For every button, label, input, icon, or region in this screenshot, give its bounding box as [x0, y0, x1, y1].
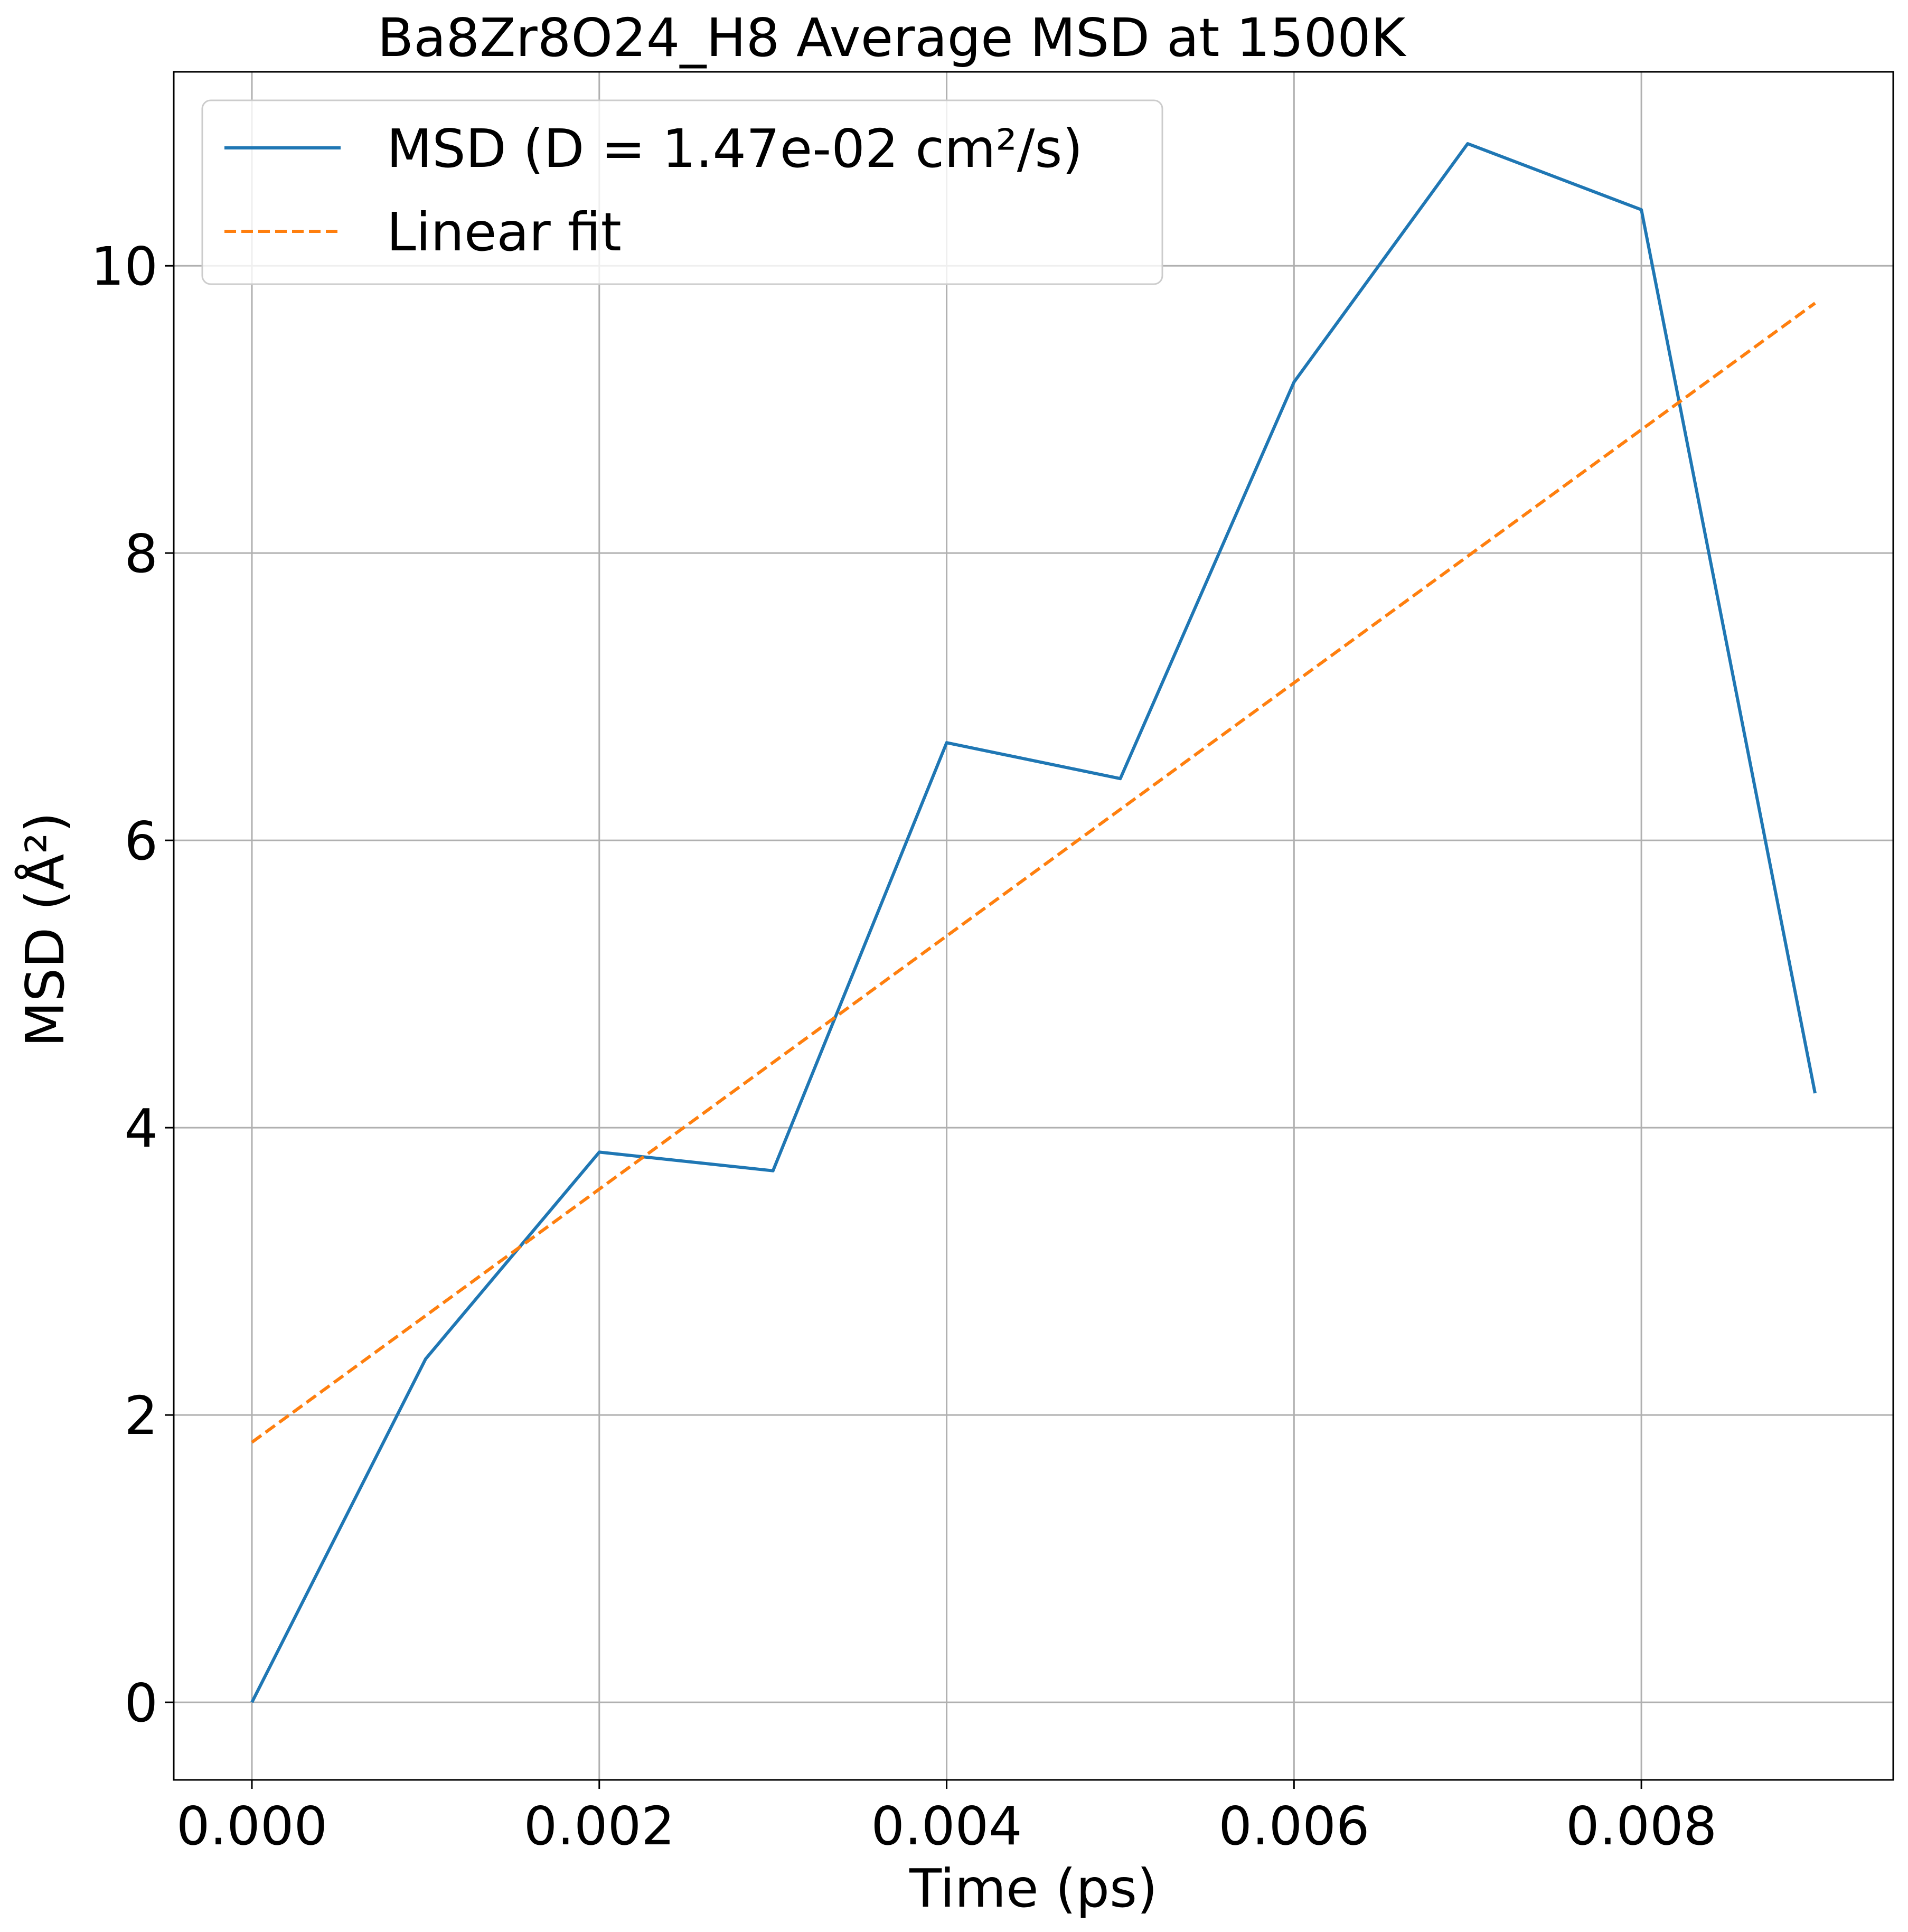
legend-label-msd: MSD (D = 1.47e-02 cm²/s) [387, 118, 1083, 180]
y-axis-label: MSD (Å²) [14, 812, 76, 1047]
y-tick-label: 10 [91, 236, 158, 297]
legend-box [201, 99, 1163, 285]
x-tick-label: 0.004 [871, 1795, 1022, 1857]
chart-title: Ba8Zr8O24_H8 Average MSD at 1500K [378, 7, 1407, 69]
y-tick-label: 6 [124, 810, 158, 872]
legend-label-linear-fit: Linear fit [387, 201, 622, 263]
x-tick-label: 0.008 [1566, 1795, 1717, 1857]
linear-fit-line [251, 302, 1816, 1444]
legend: MSD (D = 1.47e-02 cm²/s) Linear fit [201, 99, 1163, 285]
axis-ticks: 0.000 0.002 0.004 0.006 0.008 0 2 4 6 8 10 [91, 236, 1717, 1857]
y-tick-label: 8 [124, 523, 158, 585]
x-tick-label: 0.006 [1218, 1795, 1369, 1857]
y-tick-label: 0 [124, 1672, 158, 1734]
x-axis-label: Time (ps) [909, 1858, 1158, 1919]
plot-frame [173, 71, 1894, 1781]
x-tick-label: 0.000 [176, 1795, 327, 1857]
plot-series [250, 142, 1817, 1703]
msd-series-line [250, 142, 1817, 1703]
y-tick-label: 2 [124, 1385, 158, 1447]
y-tick-label: 4 [124, 1098, 158, 1159]
x-tick-label: 0.002 [524, 1795, 675, 1857]
